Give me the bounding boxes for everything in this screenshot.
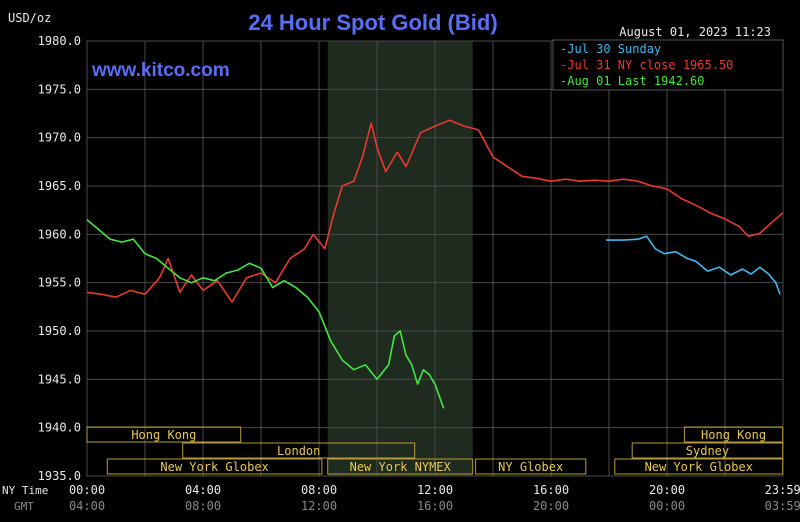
x-tick-ny-6: 23:59 xyxy=(765,483,800,497)
session-bar-5 xyxy=(683,426,784,443)
session-label-6: Sydney xyxy=(686,444,729,458)
session-bar-6 xyxy=(631,442,784,459)
session-bar-1 xyxy=(182,442,416,459)
x-tick-ny-4: 16:00 xyxy=(533,483,569,497)
y-tick-label-6: 1965.0 xyxy=(38,179,81,193)
series-line-0 xyxy=(606,235,781,295)
series-line-1 xyxy=(86,119,784,303)
x-tick-gmt-6: 03:59 xyxy=(765,499,800,513)
session-bar-0 xyxy=(86,426,242,443)
legend-item-aug01: -Aug 01 Last 1942.60 xyxy=(560,74,705,88)
x-tick-gmt-0: 04:00 xyxy=(69,499,105,513)
x-tick-gmt-1: 08:00 xyxy=(185,499,221,513)
ny-time-label: NY Time xyxy=(2,484,48,497)
gmt-label: GMT xyxy=(14,500,34,513)
y-tick-label-4: 1955.0 xyxy=(38,276,81,290)
x-tick-gmt-5: 00:00 xyxy=(649,499,685,513)
chart-title: 24 Hour Spot Gold (Bid) xyxy=(248,10,497,35)
session-label-4: NY Globex xyxy=(498,460,563,474)
y-tick-label-7: 1970.0 xyxy=(38,131,81,145)
y-tick-label-3: 1950.0 xyxy=(38,324,81,338)
x-tick-gmt-4: 20:00 xyxy=(533,499,569,513)
y-tick-label-1: 1940.0 xyxy=(38,421,81,435)
session-label-5: Hong Kong xyxy=(701,428,766,442)
watermark-url: www.kitco.com xyxy=(91,60,230,81)
nymex-session-shade xyxy=(327,41,473,476)
session-label-7: New York Globex xyxy=(645,460,753,474)
legend-box xyxy=(552,39,784,91)
legend: -Jul 30 Sunday -Jul 31 NY close 1965.50 … xyxy=(552,39,784,91)
session-label-2: New York Globex xyxy=(160,460,268,474)
session-label-0: Hong Kong xyxy=(131,428,196,442)
x-tick-ny-2: 08:00 xyxy=(301,483,337,497)
series-line-2 xyxy=(86,219,445,409)
session-bar-7 xyxy=(614,458,784,475)
y-tick-label-8: 1975.0 xyxy=(38,82,81,96)
x-tick-ny-1: 04:00 xyxy=(185,483,221,497)
x-tick-gmt-3: 16:00 xyxy=(417,499,453,513)
session-label-1: London xyxy=(277,444,320,458)
x-tick-ny-3: 12:00 xyxy=(417,483,453,497)
y-tick-label-5: 1960.0 xyxy=(38,227,81,241)
y-tick-label-2: 1945.0 xyxy=(38,372,81,386)
x-tick-gmt-2: 12:00 xyxy=(301,499,337,513)
legend-item-jul31: -Jul 31 NY close 1965.50 xyxy=(560,58,733,72)
x-tick-ny-5: 20:00 xyxy=(649,483,685,497)
y-tick-label-0: 1935.0 xyxy=(38,469,81,483)
y-tick-label-9: 1980.0 xyxy=(38,34,81,48)
session-bar-3 xyxy=(327,458,474,475)
unit-label: USD/oz xyxy=(8,11,51,25)
x-tick-ny-0: 00:00 xyxy=(69,483,105,497)
session-bar-4 xyxy=(475,458,587,475)
timestamp: August 01, 2023 11:23 xyxy=(619,25,771,39)
session-bar-2 xyxy=(106,458,323,475)
legend-item-jul30: -Jul 30 Sunday xyxy=(560,42,661,56)
session-label-3: New York NYMEX xyxy=(350,460,452,474)
